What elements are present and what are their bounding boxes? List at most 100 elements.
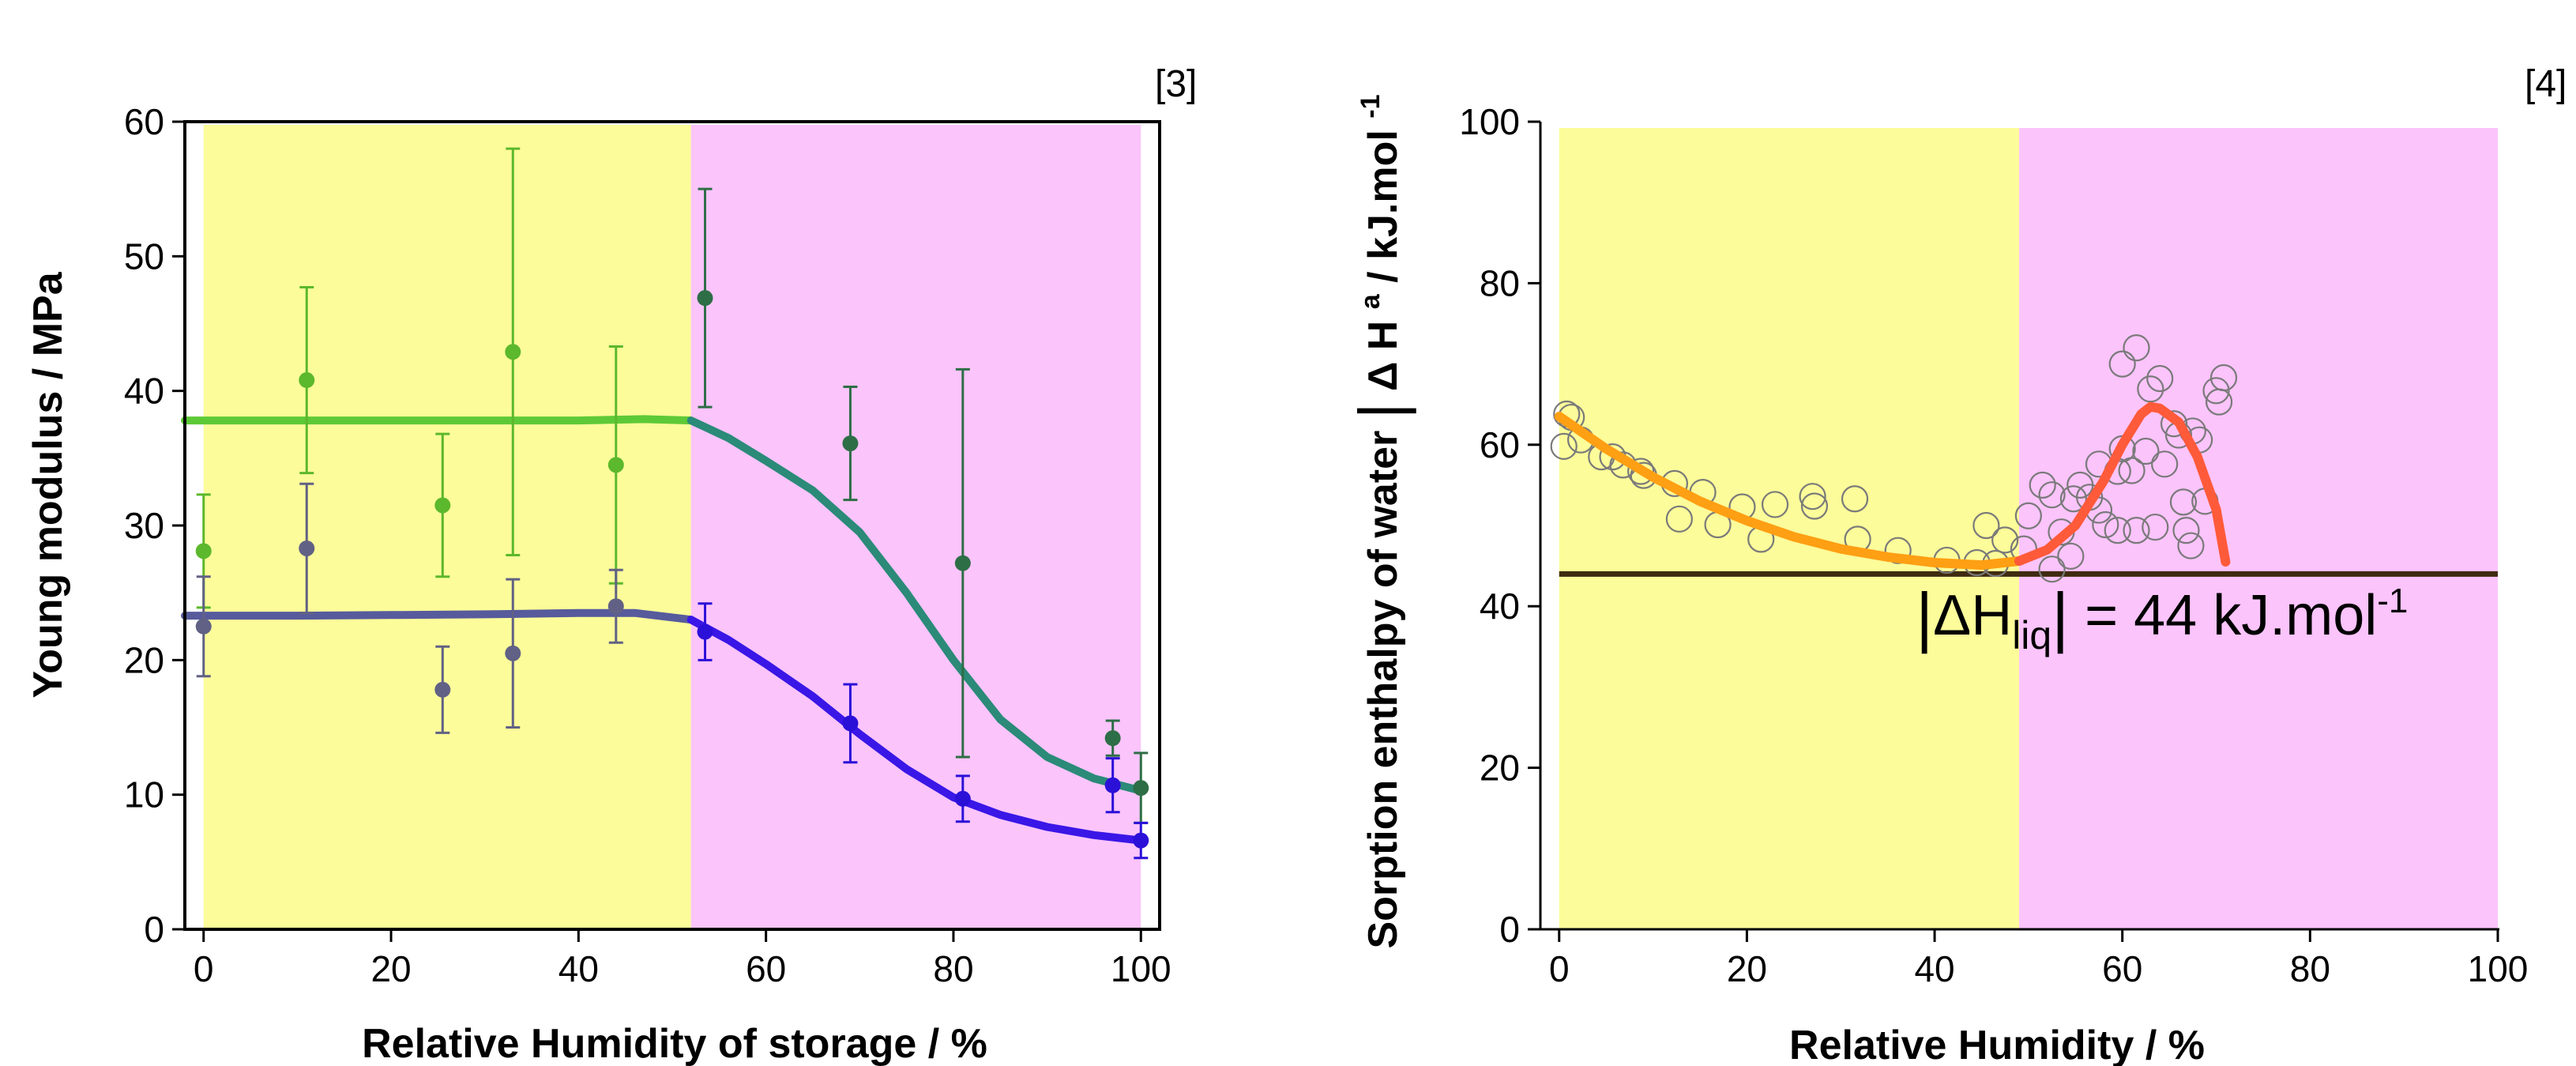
liquid-enthalpy-annotation: |ΔHliq| = 44 kJ.mol-1: [1916, 579, 2408, 657]
fit-curves: [181, 415, 1145, 845]
data-point: [2209, 363, 2238, 392]
data-point: [954, 555, 971, 571]
data-point: [2057, 542, 2085, 570]
y-axis-title-unit: / kJ.mol: [1360, 130, 1406, 283]
fit-curve: [181, 415, 695, 425]
data-point: [1972, 511, 2000, 540]
y-axis-title-bar: |: [1346, 402, 1416, 419]
data-point: [1665, 505, 1693, 533]
data-point: [2108, 350, 2136, 378]
data-point: [2160, 410, 2188, 438]
left-y-tick-label: 0: [144, 909, 164, 950]
y-axis-title-symbol: Δ H: [1360, 321, 1406, 391]
left-y-tick-label: 40: [124, 371, 164, 412]
y-axis-title-superscript: a: [1356, 293, 1386, 309]
right-x-tick-label: 40: [1914, 948, 1954, 989]
data-point: [1799, 483, 1826, 510]
data-point: [1627, 458, 1655, 485]
data-point: [1841, 485, 1869, 513]
annotation-value: = 44 kJ.mol: [2069, 584, 2377, 647]
annotation-exponent: -1: [2377, 582, 2408, 620]
sorption-enthalpy-chart: 0 20 40 60 80 100 0 20 40 60 80 100 [4] Relative Hu…: [1343, 63, 2567, 1066]
data-point: [842, 715, 859, 732]
right-y-tick-label: 100: [1459, 101, 1520, 142]
data-point: [505, 645, 521, 661]
left-x-tick-label: 60: [746, 948, 786, 989]
right-y-tick-label: 20: [1480, 748, 1520, 789]
fit-curve: [1554, 412, 2024, 571]
data-point: [505, 344, 521, 360]
fit-curve: [686, 616, 1145, 845]
data-point: [299, 372, 315, 389]
data-point: [607, 598, 624, 615]
fit-curves: [1554, 401, 2231, 571]
data-points: [195, 147, 1149, 860]
data-point: [2132, 437, 2160, 465]
data-point: [2123, 334, 2150, 362]
left-x-tick-label: 80: [933, 948, 973, 989]
annotation-symbol: ΔH: [1933, 584, 2012, 647]
humidity-band: [2019, 128, 2498, 929]
left-y-tick-label: 10: [124, 774, 164, 816]
data-point: [2014, 502, 2042, 529]
left-y-tick-label: 60: [124, 101, 164, 142]
data-point: [2177, 532, 2205, 559]
annotation-subscript: liq: [2012, 613, 2051, 657]
data-point: [195, 543, 212, 559]
data-point: [1800, 492, 1829, 520]
right-x-tick-label: 0: [1549, 948, 1570, 989]
data-point: [2038, 556, 2066, 583]
fit-curve: [181, 608, 695, 624]
y-axis-title: Sorption enthalpy of water | Δ H a / kJ.…: [1343, 94, 1416, 948]
y-axis-title-unit-exponent: -1: [1356, 94, 1386, 118]
humidity-band: [690, 125, 1141, 929]
fit-curve: [2014, 401, 2231, 567]
data-point: [2038, 481, 2066, 509]
humidity-band: [203, 125, 691, 929]
data-point: [1761, 491, 1789, 518]
humidity-regime-bands: [1559, 128, 2498, 929]
left-y-tick-label: 20: [124, 639, 164, 680]
data-point: [1884, 537, 1912, 564]
svg-text:Sorption enthalpy of water: Sorption enthalpy of water | Δ H a / kJ.…: [1343, 94, 1416, 948]
left-x-tick-label: 100: [1111, 948, 1171, 989]
young-modulus-chart: 0 20 40 60 80 100 0 10 20 30 40 50 60 [3] Relative H…: [25, 63, 1197, 1066]
humidity-regime-bands: [203, 125, 1141, 929]
data-point: [697, 290, 713, 307]
y-axis-title-main: Sorption enthalpy of water: [1360, 431, 1406, 949]
right-y-tick-label: 60: [1480, 424, 1520, 465]
data-point: [2151, 450, 2179, 478]
data-point: [2029, 471, 2056, 499]
data-point: [842, 435, 859, 452]
data-point: [2092, 510, 2119, 539]
axis-ticks: 0 20 40 60 80 100 0 20 40 60 80 100: [1459, 101, 2528, 989]
axis-ticks: 0 20 40 60 80 100 0 10 20 30 40 50 60: [124, 101, 1171, 989]
data-point: [2172, 517, 2200, 544]
data-point: [2169, 488, 2198, 516]
data-point: [2142, 513, 2169, 541]
right-x-tick-label: 80: [2290, 948, 2330, 989]
data-point: [954, 790, 971, 807]
left-x-tick-label: 0: [194, 948, 214, 989]
data-point: [434, 681, 451, 698]
data-point: [1104, 777, 1121, 793]
data-point: [434, 497, 451, 514]
data-point: [1991, 526, 2019, 554]
data-point: [2104, 517, 2131, 544]
data-point: [1550, 432, 1578, 460]
humidity-band: [1559, 128, 2019, 929]
right-y-tick-label: 40: [1480, 586, 1520, 627]
data-point: [2137, 375, 2164, 403]
fit-curve: [686, 416, 1145, 795]
data-point: [697, 623, 713, 640]
reference-label: [3]: [1155, 63, 1197, 105]
right-y-tick-label: 0: [1499, 909, 1520, 950]
axis-lines: [1539, 122, 2499, 931]
right-x-tick-label: 100: [2468, 948, 2529, 989]
left-x-tick-label: 20: [370, 948, 411, 989]
x-axis-title: Relative Humidity of storage / %: [362, 1021, 987, 1066]
reference-label: [4]: [2525, 63, 2567, 105]
left-y-tick-label: 50: [124, 235, 164, 277]
y-axis-title: Young modulus / MPa: [25, 271, 71, 698]
